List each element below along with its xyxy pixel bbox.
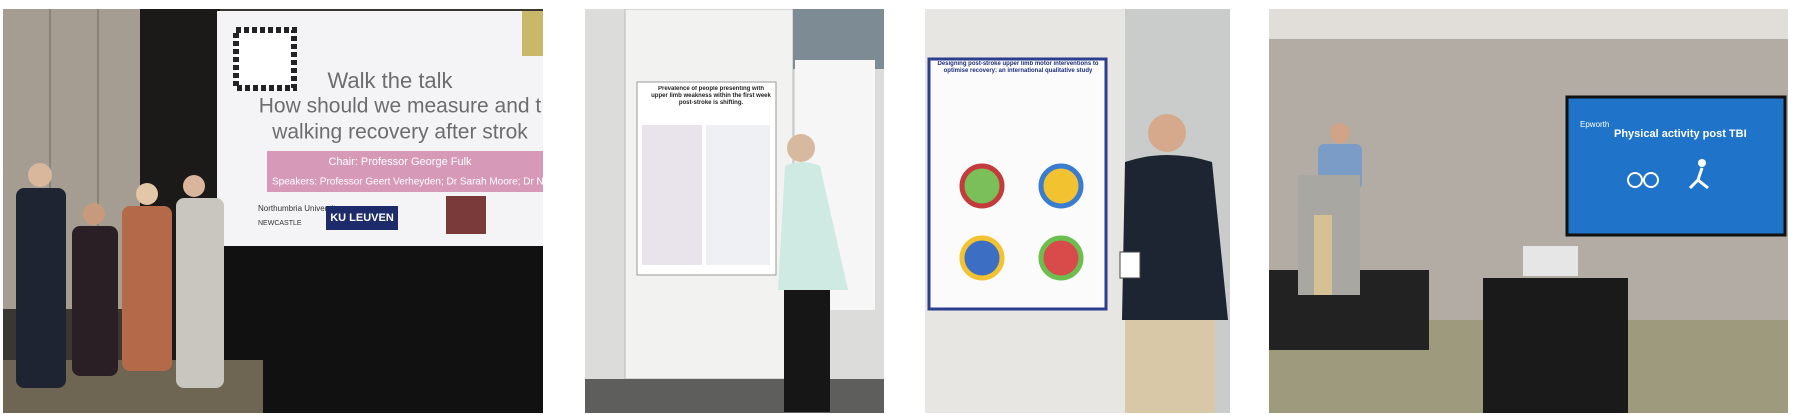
photo-1: Walk the talk How should we measure and … [3, 9, 544, 413]
slide-subtitle: walking recovery after strok [271, 121, 528, 144]
logo-text: KU LEUVEN [330, 212, 394, 224]
trousers [784, 290, 830, 412]
poster-title-box: Designing post-stroke upper limb motor i… [937, 61, 1099, 74]
crest-logo [446, 196, 486, 234]
head [136, 183, 158, 205]
poster-wheel [1038, 235, 1084, 281]
logo-text: NEWCASTLE [258, 220, 302, 227]
screen [1565, 95, 1787, 237]
floor [585, 379, 884, 413]
table [1483, 278, 1628, 413]
poster-title: Prevalence of people presenting with upp… [651, 86, 771, 106]
slide-title: Walk the talk [327, 68, 453, 93]
head [183, 175, 205, 197]
podium-panel [1314, 215, 1332, 295]
poster-column [642, 125, 702, 265]
photo-4: Epworth Physical activity post TBI [1269, 9, 1788, 413]
bike-icon [1643, 172, 1659, 188]
head [787, 134, 815, 162]
qr-code [233, 27, 297, 91]
people [16, 163, 224, 388]
photo-3: Designing post-stroke upper limb motor i… [925, 9, 1230, 413]
head [1330, 123, 1350, 143]
slide-logo: Epworth [1580, 120, 1609, 129]
pink-band [267, 151, 543, 192]
head [28, 163, 52, 187]
photo-2: Prevalence of people presenting with upp… [585, 9, 884, 413]
head [1148, 114, 1186, 152]
poster-column [706, 125, 770, 265]
jacket [778, 162, 848, 290]
ku-logo-box [326, 206, 398, 230]
run-icon [1688, 167, 1709, 190]
person [72, 226, 118, 376]
trousers [1125, 320, 1215, 413]
person [16, 188, 66, 388]
poster-wheel [959, 235, 1005, 281]
slide-chair: Chair: Professor George Fulk [328, 156, 472, 168]
poster-title: Designing post-stroke upper limb motor i… [937, 61, 1099, 74]
sweater [1122, 155, 1228, 320]
poster-wheel [959, 163, 1005, 209]
badge [1119, 251, 1141, 279]
slide-subtitle: How should we measure and t [259, 95, 542, 118]
bike-icon [1627, 172, 1643, 188]
ceiling [793, 9, 884, 69]
slide-title: Physical activity post TBI [1614, 128, 1747, 140]
slide-speakers: Speakers: Professor Geert Verheyden; Dr … [272, 177, 544, 188]
logo-text: Northumbria University [258, 204, 339, 213]
ceiling [1269, 9, 1788, 39]
run-icon [1698, 159, 1706, 167]
projector [1523, 246, 1578, 276]
poster-title-box: Prevalence of people presenting with upp… [651, 86, 771, 106]
corner-logo [522, 11, 543, 56]
person [122, 206, 172, 371]
head [83, 203, 105, 225]
person [176, 198, 224, 388]
poster-wheel [1038, 163, 1084, 209]
